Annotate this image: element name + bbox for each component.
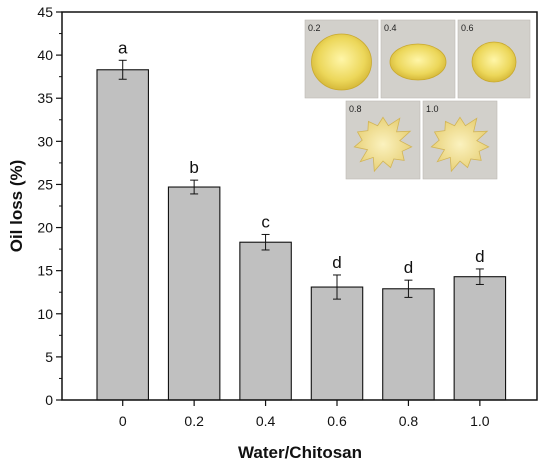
y-tick-label: 0 bbox=[45, 392, 53, 408]
x-tick-label: 0 bbox=[119, 413, 127, 429]
sample-label: 0.6 bbox=[461, 23, 474, 33]
significance-labels-layer: a b c d d d bbox=[118, 38, 485, 277]
sample-photo-0.6: 0.6 bbox=[457, 19, 531, 99]
bar-0.2 bbox=[167, 186, 221, 401]
significance-label: c bbox=[261, 212, 270, 231]
y-tick-label: 20 bbox=[37, 220, 53, 236]
significance-label: b bbox=[189, 158, 198, 177]
bar-0.6 bbox=[310, 286, 364, 401]
y-tick-label: 5 bbox=[45, 349, 53, 365]
x-tick-label: 1.0 bbox=[470, 413, 490, 429]
significance-label: a bbox=[118, 38, 128, 57]
solid-sample-paste bbox=[353, 116, 413, 173]
x-axis-ticks: 0 0.2 0.4 0.6 0.8 1.0 bbox=[119, 400, 490, 429]
y-tick-label: 15 bbox=[37, 263, 53, 279]
y-axis-ticks: 0 5 10 15 20 25 30 35 40 45 bbox=[37, 4, 62, 408]
y-axis-title: Oil loss (%) bbox=[7, 160, 26, 253]
y-tick-label: 10 bbox=[37, 306, 53, 322]
sample-photo-0.2: 0.2 bbox=[304, 19, 379, 99]
sample-label: 0.4 bbox=[384, 23, 397, 33]
liquid-sample-drop bbox=[311, 33, 372, 91]
bar-1.0 bbox=[453, 276, 507, 401]
error-bars-layer bbox=[118, 59, 484, 300]
sample-photo-0.4: 0.4 bbox=[380, 19, 456, 99]
bar-0.8 bbox=[382, 288, 435, 401]
y-tick-label: 45 bbox=[37, 4, 53, 20]
bar-0 bbox=[96, 69, 149, 401]
significance-label: d bbox=[475, 247, 484, 266]
bar-0.4 bbox=[239, 241, 292, 401]
sample-label: 0.2 bbox=[308, 23, 321, 33]
y-tick-label: 35 bbox=[37, 90, 53, 106]
liquid-sample-drop bbox=[471, 41, 517, 83]
sample-photo-inset: 0.2 0.4 0.6 0.8 1.0 bbox=[304, 19, 531, 180]
x-axis-title: Water/Chitosan bbox=[238, 443, 362, 462]
solid-sample-paste bbox=[430, 116, 490, 173]
sample-photo-1.0: 1.0 bbox=[422, 100, 498, 180]
sample-label: 0.8 bbox=[349, 104, 362, 114]
significance-label: d bbox=[332, 253, 341, 272]
y-tick-label: 25 bbox=[37, 176, 53, 192]
x-tick-label: 0.8 bbox=[399, 413, 419, 429]
significance-label: d bbox=[404, 258, 413, 277]
y-tick-label: 40 bbox=[37, 47, 53, 63]
y-tick-label: 30 bbox=[37, 133, 53, 149]
sample-photo-0.8: 0.8 bbox=[345, 100, 421, 180]
sample-label: 1.0 bbox=[426, 104, 439, 114]
x-tick-label: 0.2 bbox=[184, 413, 204, 429]
liquid-sample-drop bbox=[389, 43, 447, 81]
x-tick-label: 0.6 bbox=[327, 413, 347, 429]
x-tick-label: 0.4 bbox=[256, 413, 276, 429]
